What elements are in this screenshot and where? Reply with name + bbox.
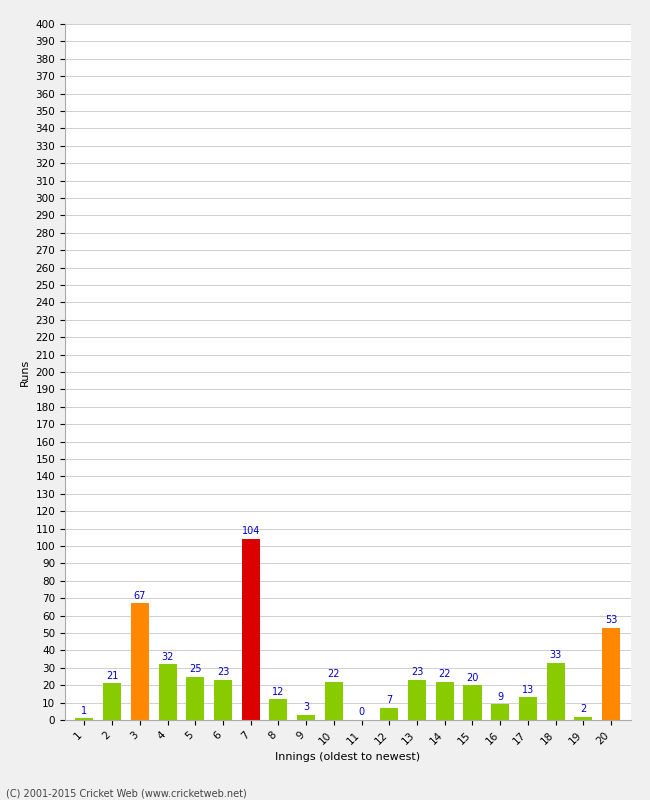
Text: 23: 23 [411, 667, 423, 678]
Bar [519, 698, 537, 720]
Bar [491, 704, 509, 720]
Text: 20: 20 [466, 673, 478, 682]
Text: 22: 22 [439, 669, 451, 679]
Text: 2: 2 [580, 704, 586, 714]
Bar [75, 718, 94, 720]
Text: 104: 104 [242, 526, 260, 537]
Y-axis label: Runs: Runs [20, 358, 30, 386]
Text: 23: 23 [217, 667, 229, 678]
Bar [436, 682, 454, 720]
Text: 0: 0 [359, 707, 365, 718]
Bar [187, 677, 204, 720]
Bar [408, 680, 426, 720]
Text: 7: 7 [386, 695, 393, 706]
Text: 1: 1 [81, 706, 88, 716]
Bar [575, 717, 592, 720]
Bar [463, 685, 482, 720]
Text: 53: 53 [605, 615, 617, 625]
Text: 33: 33 [549, 650, 562, 660]
X-axis label: Innings (oldest to newest): Innings (oldest to newest) [275, 752, 421, 762]
Text: 13: 13 [522, 685, 534, 694]
Text: 32: 32 [161, 652, 174, 662]
Bar [131, 603, 149, 720]
Text: 21: 21 [106, 671, 118, 681]
Bar [602, 628, 620, 720]
Bar [547, 662, 565, 720]
Bar [242, 539, 260, 720]
Text: 67: 67 [134, 591, 146, 601]
Bar [270, 699, 287, 720]
Text: 3: 3 [303, 702, 309, 712]
Bar [214, 680, 232, 720]
Bar [325, 682, 343, 720]
Text: 22: 22 [328, 669, 340, 679]
Bar [380, 708, 398, 720]
Bar [297, 714, 315, 720]
Text: 25: 25 [189, 664, 202, 674]
Bar [103, 683, 121, 720]
Text: (C) 2001-2015 Cricket Web (www.cricketweb.net): (C) 2001-2015 Cricket Web (www.cricketwe… [6, 789, 247, 798]
Text: 12: 12 [272, 686, 285, 697]
Text: 9: 9 [497, 692, 503, 702]
Bar [159, 664, 177, 720]
